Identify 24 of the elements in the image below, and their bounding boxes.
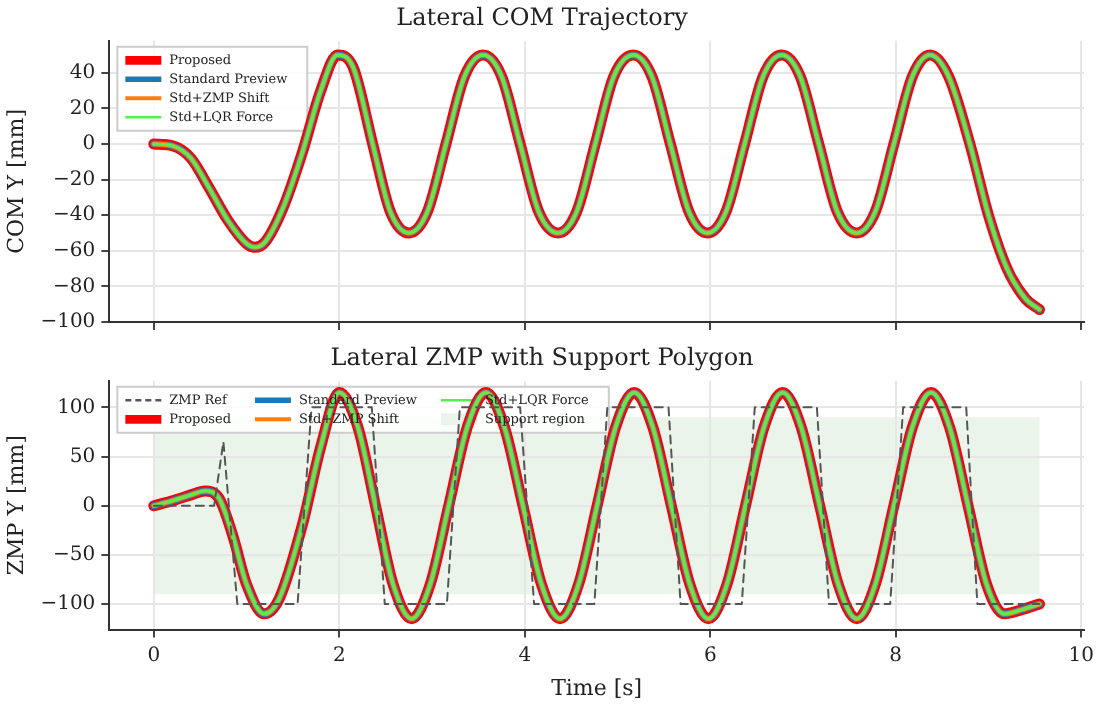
x-tick-label: 6 xyxy=(703,644,717,667)
x-tick-label: 0 xyxy=(147,644,161,667)
y-tick-label: −20 xyxy=(53,168,96,191)
y-tick-label: 20 xyxy=(69,97,96,120)
y-tick-label: −50 xyxy=(53,544,96,567)
x-tick-label: 2 xyxy=(332,644,346,667)
y-tick-label: 0 xyxy=(82,494,96,517)
y-tick-label: −80 xyxy=(53,275,96,298)
y-tick-label: −100 xyxy=(40,311,96,334)
y-tick-label: 100 xyxy=(57,396,96,419)
y-tick-label: −40 xyxy=(53,204,96,227)
y-axis-title: ZMP Y [mm] xyxy=(2,435,29,576)
y-axis-title: COM Y [mm] xyxy=(2,108,29,254)
chart-title: Lateral COM Trajectory xyxy=(396,2,689,31)
x-tick-label: 8 xyxy=(889,644,903,667)
y-tick-label: 40 xyxy=(69,62,96,85)
chart-title: Lateral ZMP with Support Polygon xyxy=(330,342,755,371)
y-tick-label: −60 xyxy=(53,240,96,262)
x-tick-label: 10 xyxy=(1068,644,1094,667)
y-tick-label: 50 xyxy=(69,445,96,468)
y-tick-label: −100 xyxy=(40,593,96,616)
y-tick-label: 0 xyxy=(82,133,96,156)
x-tick-label: 4 xyxy=(518,644,532,667)
x-axis-title: Time [s] xyxy=(551,674,643,701)
